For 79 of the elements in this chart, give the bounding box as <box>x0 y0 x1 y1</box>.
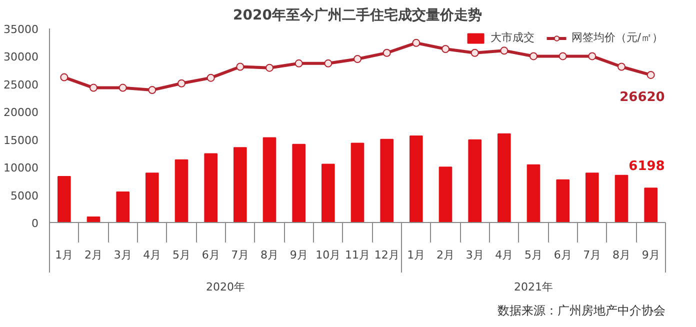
x-tick-label: 4月 <box>495 248 514 262</box>
text: 2021年 <box>514 280 554 294</box>
chart-title: 2020年至今广州二手住宅成交量价走势 <box>233 6 482 24</box>
data-label: 6198 <box>628 159 665 174</box>
bar <box>116 192 130 222</box>
bar <box>146 172 159 222</box>
bar <box>380 138 394 222</box>
point <box>178 79 186 88</box>
x-tick-label: 12月 <box>374 248 400 262</box>
bar <box>438 166 452 222</box>
x-tick-label: 7月 <box>231 248 250 262</box>
x-tick-label: 5月 <box>172 248 190 262</box>
bar <box>526 164 540 222</box>
x-tick-label: 1月 <box>55 248 74 262</box>
x-tick-label: 5月 <box>524 248 542 262</box>
point <box>118 84 127 92</box>
point <box>236 62 244 71</box>
y-tick-label: 0 <box>32 217 38 230</box>
point <box>148 86 156 94</box>
x-tick-label: 1月 <box>407 248 426 262</box>
x-tick-label: 2月 <box>436 248 454 262</box>
bar <box>174 159 188 222</box>
x-tick-label: 7月 <box>583 248 602 262</box>
y-tick-label: 35000 <box>4 23 39 36</box>
bar <box>644 188 658 222</box>
x-tick-label: 9月 <box>642 248 660 262</box>
bar <box>262 137 276 222</box>
x-tick-label: 10月 <box>316 248 341 262</box>
x-tick-label: 3月 <box>114 248 132 262</box>
bar <box>58 176 71 222</box>
bar <box>322 164 335 222</box>
x-tick-label: 4月 <box>143 248 162 262</box>
point <box>412 38 420 47</box>
point <box>500 46 508 55</box>
point <box>324 59 332 68</box>
bar <box>614 174 628 222</box>
x-tick-label: 2月 <box>84 248 102 262</box>
x-tick-label: 11月 <box>345 248 370 262</box>
bar <box>350 142 364 222</box>
text: 2020年 <box>206 280 246 294</box>
y-tick-label: 25000 <box>4 78 39 92</box>
bar <box>292 144 306 222</box>
point <box>646 70 655 79</box>
bar <box>410 136 423 222</box>
legend-label: 大市成交 <box>490 30 534 45</box>
y-tick-label: 5000 <box>10 189 39 202</box>
point <box>558 52 567 60</box>
y-tick-label: 15000 <box>4 134 39 147</box>
point <box>588 52 596 60</box>
point <box>470 48 479 57</box>
bar <box>204 153 218 222</box>
point <box>382 48 391 57</box>
bar <box>586 172 599 222</box>
x-tick-label: 6月 <box>554 248 572 262</box>
point <box>530 52 538 60</box>
x-tick-label: 8月 <box>260 248 278 262</box>
point <box>294 59 303 68</box>
legend-label: 网签均价（元/㎡） <box>571 30 663 45</box>
bar <box>234 147 247 222</box>
point <box>266 64 274 72</box>
source-note: 数据来源：广州房地产中介协会 <box>498 304 666 318</box>
point <box>60 73 68 82</box>
bar <box>86 216 100 222</box>
point <box>206 74 215 82</box>
bar <box>556 179 570 222</box>
point <box>618 62 626 71</box>
point <box>90 84 98 92</box>
bar <box>498 133 511 222</box>
y-tick-label: 20000 <box>4 106 39 120</box>
x-tick-label: 9月 <box>290 248 308 262</box>
x-tick-label: 6月 <box>202 248 220 262</box>
bar <box>468 139 482 222</box>
data-label: 26620 <box>620 90 665 105</box>
point <box>442 45 450 53</box>
x-tick-label: 3月 <box>466 248 484 262</box>
y-tick-label: 30000 <box>4 50 39 64</box>
y-tick-label: 10000 <box>4 162 39 175</box>
x-tick-label: 8月 <box>612 248 630 262</box>
point <box>354 54 362 63</box>
